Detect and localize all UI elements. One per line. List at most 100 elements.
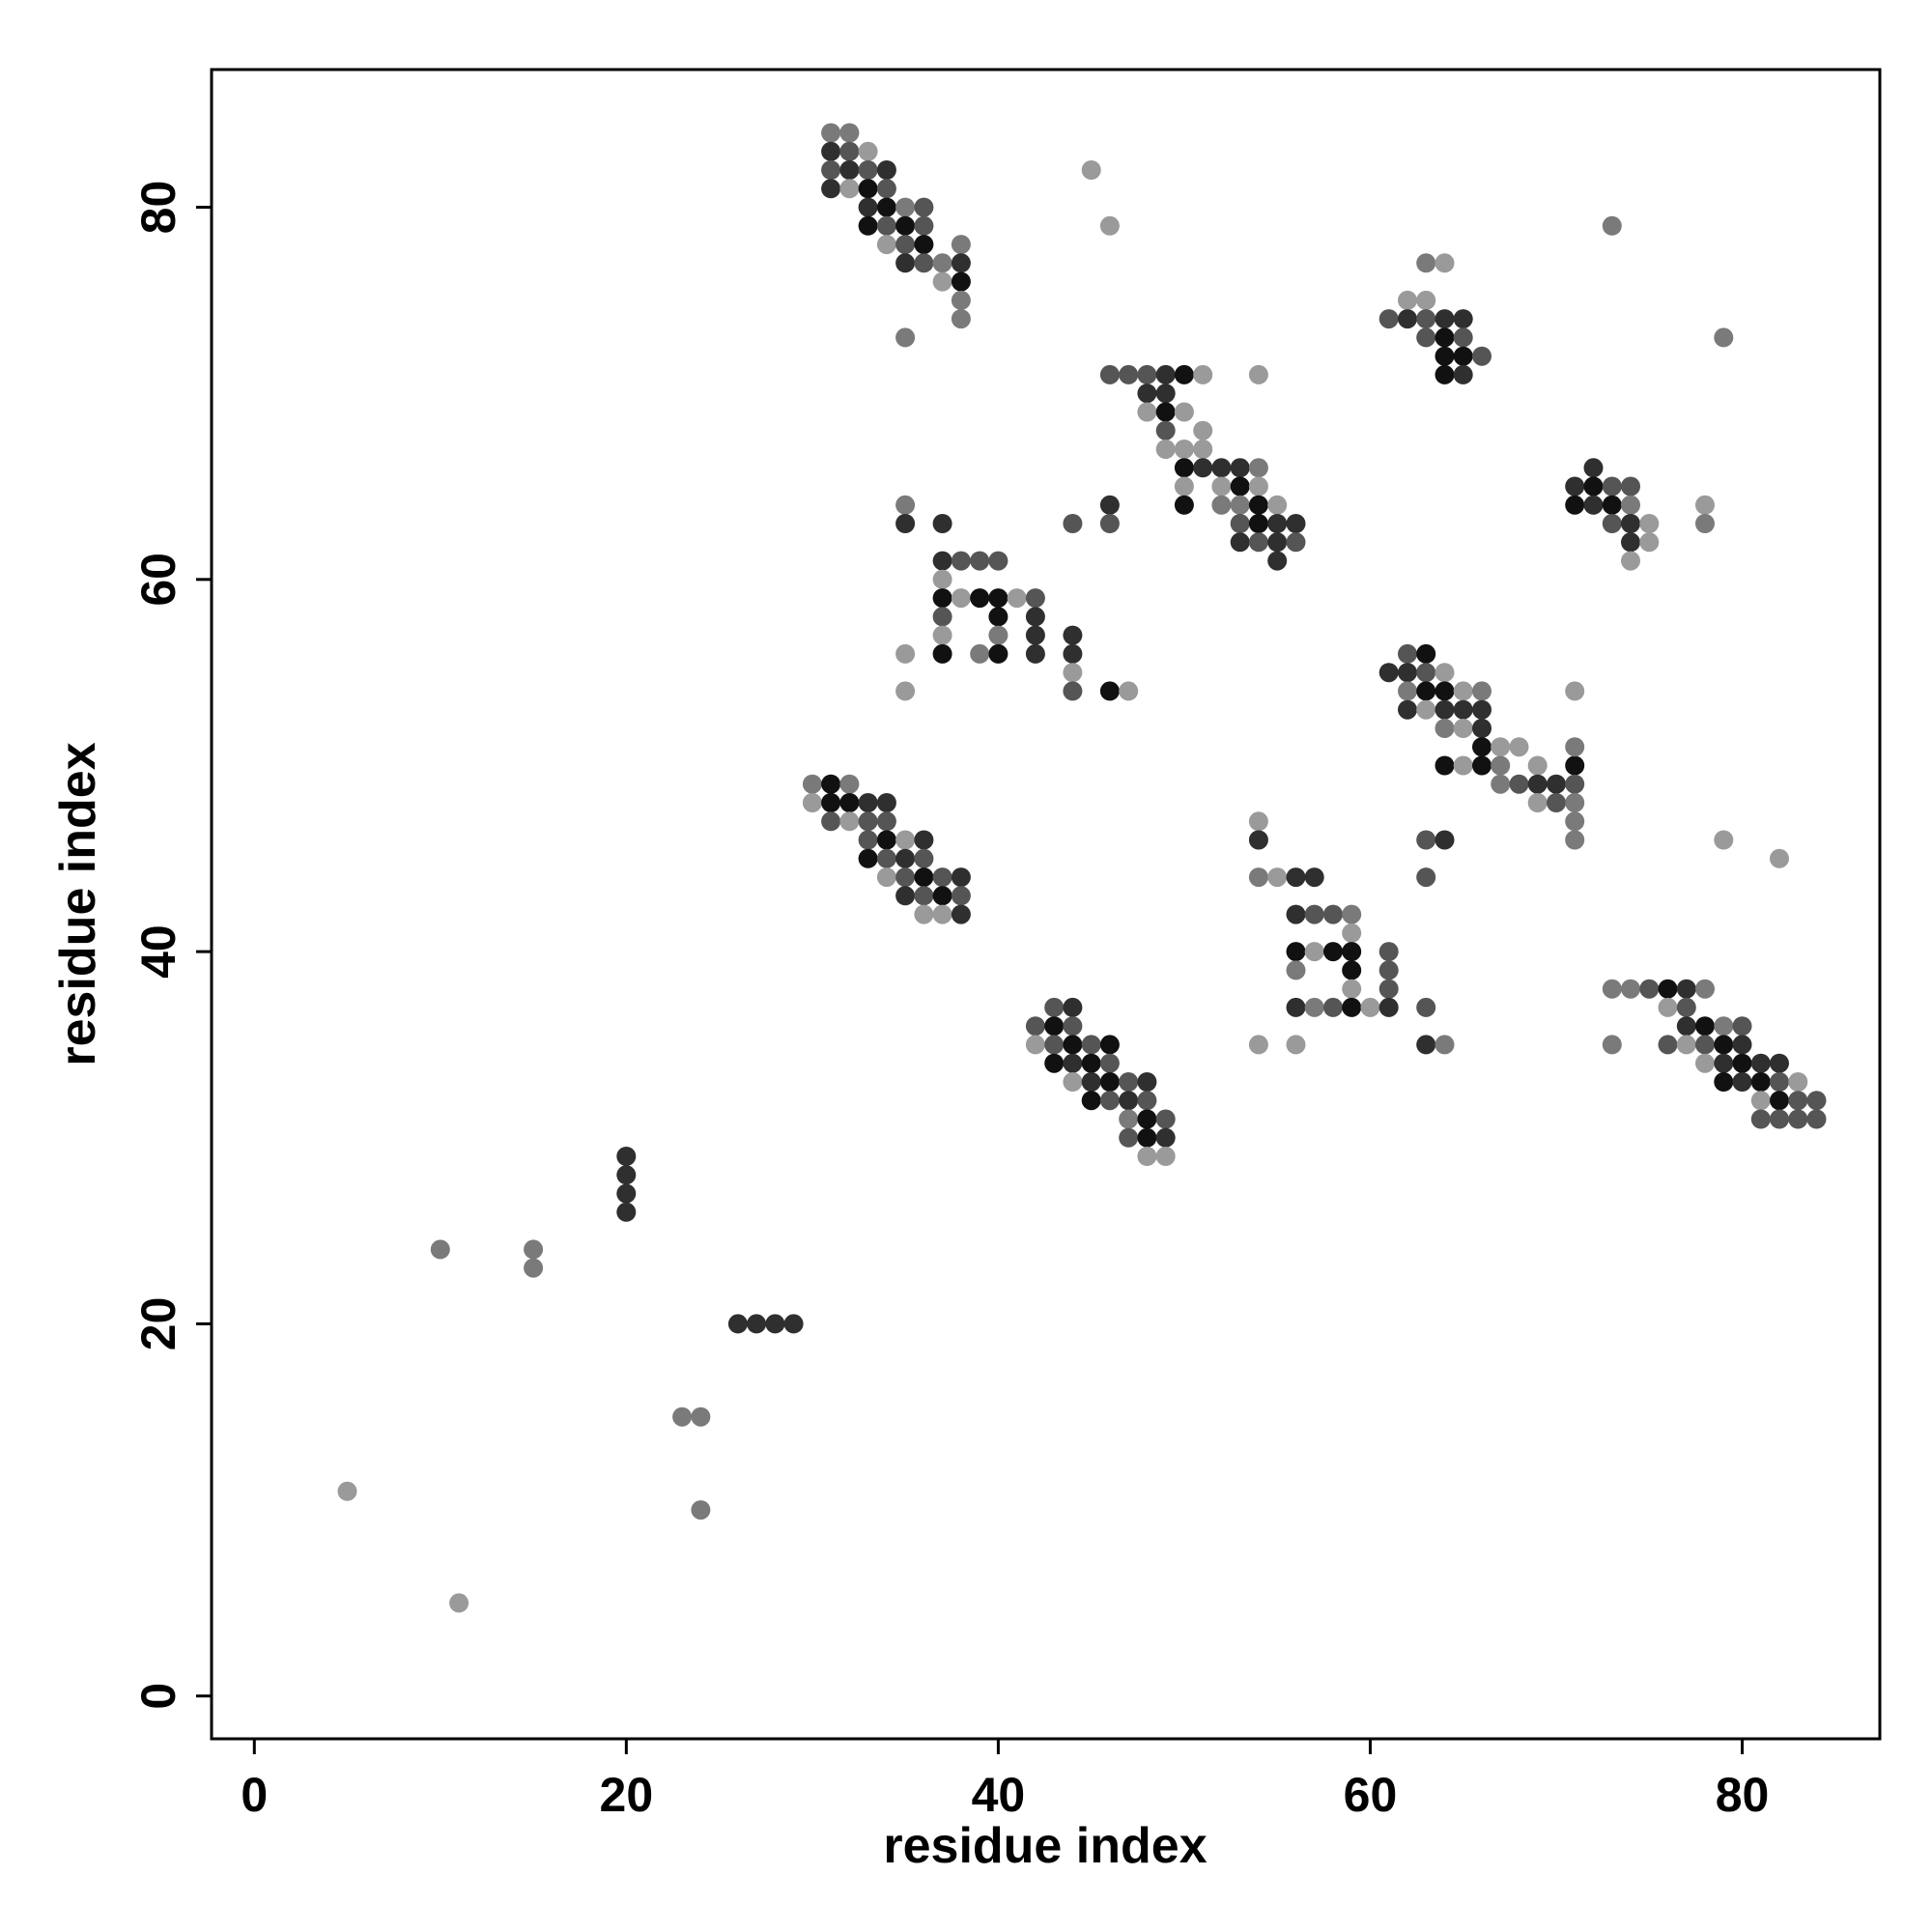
- data-point: [1360, 997, 1380, 1017]
- data-point: [1099, 1035, 1120, 1055]
- data-point: [988, 643, 1009, 664]
- data-point: [1174, 495, 1194, 515]
- data-point: [1248, 458, 1268, 478]
- data-point: [727, 1314, 748, 1334]
- data-point: [802, 793, 822, 812]
- data-point: [1174, 458, 1194, 478]
- data-point: [1267, 551, 1288, 571]
- data-point: [1565, 830, 1585, 850]
- data-point: [1342, 904, 1362, 924]
- data-point: [1788, 1091, 1808, 1111]
- data-point: [858, 179, 878, 199]
- data-point: [1174, 476, 1194, 497]
- data-point: [895, 848, 916, 868]
- data-point: [1435, 681, 1455, 701]
- data-point: [1491, 755, 1511, 776]
- data-point: [951, 904, 971, 924]
- data-point: [747, 1314, 767, 1334]
- data-point: [839, 160, 860, 180]
- data-point: [1565, 755, 1585, 776]
- data-point: [1137, 402, 1157, 422]
- data-point: [1063, 1035, 1083, 1055]
- data-point: [1676, 1035, 1696, 1055]
- data-point: [1398, 643, 1417, 664]
- data-point: [895, 886, 916, 906]
- data-point: [1025, 588, 1045, 609]
- y-tick-label: 20: [131, 1297, 185, 1351]
- data-point: [1267, 867, 1288, 888]
- x-tick-label: 40: [972, 1768, 1026, 1822]
- x-tick-label: 60: [1344, 1768, 1398, 1822]
- data-point: [1398, 699, 1417, 720]
- data-point: [1639, 979, 1660, 999]
- data-point: [914, 215, 934, 236]
- data-point: [1007, 588, 1027, 609]
- data-point: [1565, 476, 1585, 497]
- data-point: [1248, 830, 1268, 850]
- data-point: [691, 1500, 711, 1520]
- data-point: [932, 271, 952, 292]
- data-point: [1639, 514, 1660, 533]
- data-point: [895, 867, 916, 888]
- y-tick-label: 40: [131, 924, 185, 979]
- data-point: [1750, 1109, 1771, 1129]
- data-point: [1547, 793, 1566, 812]
- data-point: [1155, 402, 1176, 422]
- data-point: [1676, 979, 1696, 999]
- data-point: [1267, 532, 1288, 553]
- data-point: [932, 551, 952, 571]
- data-point: [895, 253, 916, 273]
- data-point: [1119, 1127, 1139, 1148]
- data-point: [951, 309, 971, 329]
- data-point: [858, 160, 878, 180]
- y-tick-label: 80: [131, 181, 185, 235]
- data-point: [1621, 476, 1640, 497]
- data-point: [1435, 663, 1455, 683]
- data-point: [1491, 774, 1511, 794]
- data-point: [1099, 1091, 1120, 1111]
- data-point: [1491, 737, 1511, 757]
- data-point: [895, 643, 916, 664]
- data-point: [914, 848, 934, 868]
- data-point: [1602, 1035, 1622, 1055]
- data-point: [1323, 997, 1343, 1017]
- x-axis-title: residue index: [883, 1818, 1207, 1874]
- data-point: [1676, 1016, 1696, 1037]
- data-point: [970, 588, 990, 609]
- data-point: [1155, 1127, 1176, 1148]
- data-point: [1806, 1091, 1827, 1111]
- data-point: [1304, 867, 1324, 888]
- data-point: [858, 793, 878, 812]
- data-point: [1081, 1053, 1101, 1073]
- data-point: [1137, 364, 1157, 384]
- data-point: [616, 1165, 637, 1185]
- data-point: [1398, 663, 1417, 683]
- data-point: [1472, 755, 1492, 776]
- data-point: [524, 1239, 544, 1260]
- data-point: [765, 1314, 785, 1334]
- data-point: [1248, 495, 1268, 515]
- data-point: [1453, 755, 1473, 776]
- data-point: [1119, 1072, 1139, 1092]
- data-point: [895, 495, 916, 515]
- data-point: [1193, 440, 1213, 459]
- data-point: [1583, 476, 1604, 497]
- x-tick-label: 20: [600, 1768, 654, 1822]
- data-point: [1416, 309, 1436, 329]
- data-point: [1527, 774, 1548, 794]
- data-point: [1435, 253, 1455, 273]
- data-point: [802, 774, 822, 794]
- data-point: [1770, 848, 1789, 868]
- data-point: [1602, 215, 1622, 236]
- data-point: [1155, 440, 1176, 459]
- data-point: [1378, 663, 1399, 683]
- data-point: [914, 235, 934, 255]
- data-point: [1230, 495, 1250, 515]
- data-point: [1547, 774, 1566, 794]
- data-point: [988, 607, 1009, 627]
- data-point: [1416, 290, 1436, 310]
- data-point: [449, 1593, 469, 1613]
- data-point: [1472, 346, 1492, 366]
- data-point: [932, 643, 952, 664]
- data-point: [821, 141, 841, 161]
